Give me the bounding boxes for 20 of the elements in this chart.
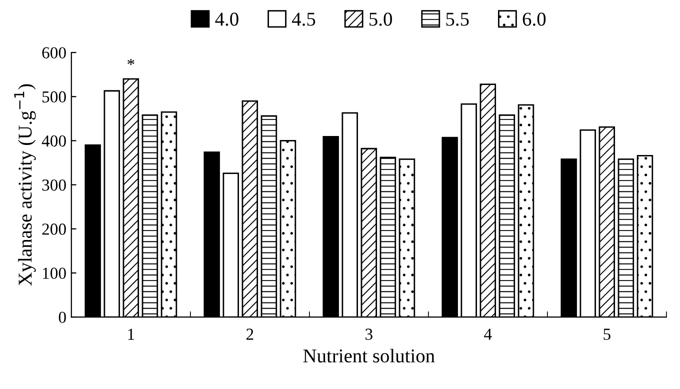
x-tick-label: 2 bbox=[246, 328, 254, 340]
y-tick-label: 600 bbox=[42, 47, 66, 58]
x-tick-label: 3 bbox=[366, 328, 372, 340]
x-tick-label: 1 bbox=[128, 328, 134, 340]
legend-label: 6.0 bbox=[522, 12, 546, 26]
y-tick-label: 400 bbox=[42, 135, 66, 147]
x-tick-label: 5 bbox=[604, 328, 610, 340]
y-tick-label: 100 bbox=[43, 268, 66, 279]
y-tick-label: 500 bbox=[42, 91, 66, 103]
y-axis-title: Xylanase activity (U.g$^{−1}$) bbox=[14, 84, 36, 286]
y-tick-label: 0 bbox=[58, 312, 66, 323]
y-tick-label: 200 bbox=[42, 224, 66, 235]
legend-label: 5.5 bbox=[446, 12, 469, 26]
x-tick-label: 4 bbox=[484, 328, 492, 340]
x-axis-title: Nutrient solution bbox=[303, 348, 435, 362]
legend-label: 5.0 bbox=[370, 12, 392, 26]
legend-label: 4.0 bbox=[215, 12, 238, 26]
y-tick-label: 300 bbox=[42, 179, 66, 191]
annotation: * bbox=[128, 58, 134, 66]
legend-label: 4.5 bbox=[292, 12, 316, 26]
